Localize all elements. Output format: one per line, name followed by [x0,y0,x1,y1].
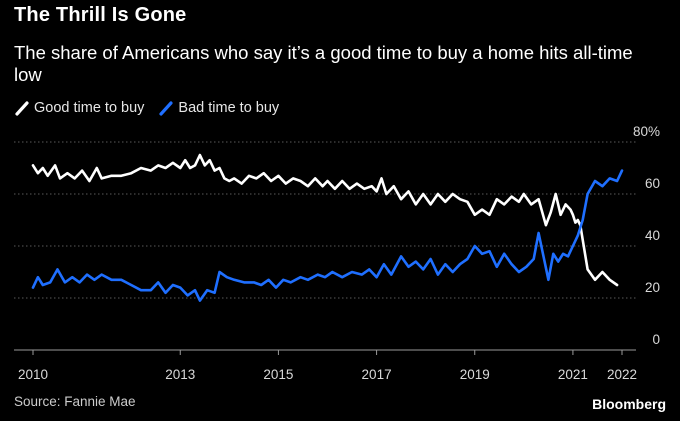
x-tick-label: 2022 [607,367,637,382]
y-tick-label: 40 [645,228,660,243]
axis-layer: 0 20 40 60 80% 2010 2013 2015 2017 2019 2021 2022 [14,124,660,382]
x-tick-label: 2017 [362,367,392,382]
source-note: Source: Fannie Mae [14,394,136,409]
y-tick-label: 20 [645,280,660,295]
x-tick-label: 2019 [460,367,490,382]
legend-label-bad: Bad time to buy [178,100,280,116]
legend-swatch-good [15,101,29,116]
series-line-bad-time-to-buy [31,169,624,302]
y-tick-label: 60 [645,176,660,191]
legend-label-good: Good time to buy [34,100,145,116]
series-line-good-time-to-buy [31,153,619,287]
legend-item-good: Good time to buy [14,100,144,116]
series-layer [31,153,624,302]
x-tick-label: 2010 [18,367,48,382]
grid-layer [14,141,636,299]
x-tick-label: 2013 [165,367,195,382]
legend: Good time to buy Bad time to buy [14,100,293,116]
x-tick-label: 2015 [263,367,293,382]
chart-subtitle: The share of Americans who say it’s a go… [14,42,633,85]
chart-title: The Thrill Is Gone [14,4,187,26]
x-tick-label: 2021 [558,367,588,382]
legend-swatch-bad [159,101,174,116]
y-tick-label: 0 [652,332,660,347]
y-tick-label: 80% [633,124,660,139]
bloomberg-logo: Bloomberg [592,396,666,412]
legend-item-bad: Bad time to buy [158,100,279,116]
